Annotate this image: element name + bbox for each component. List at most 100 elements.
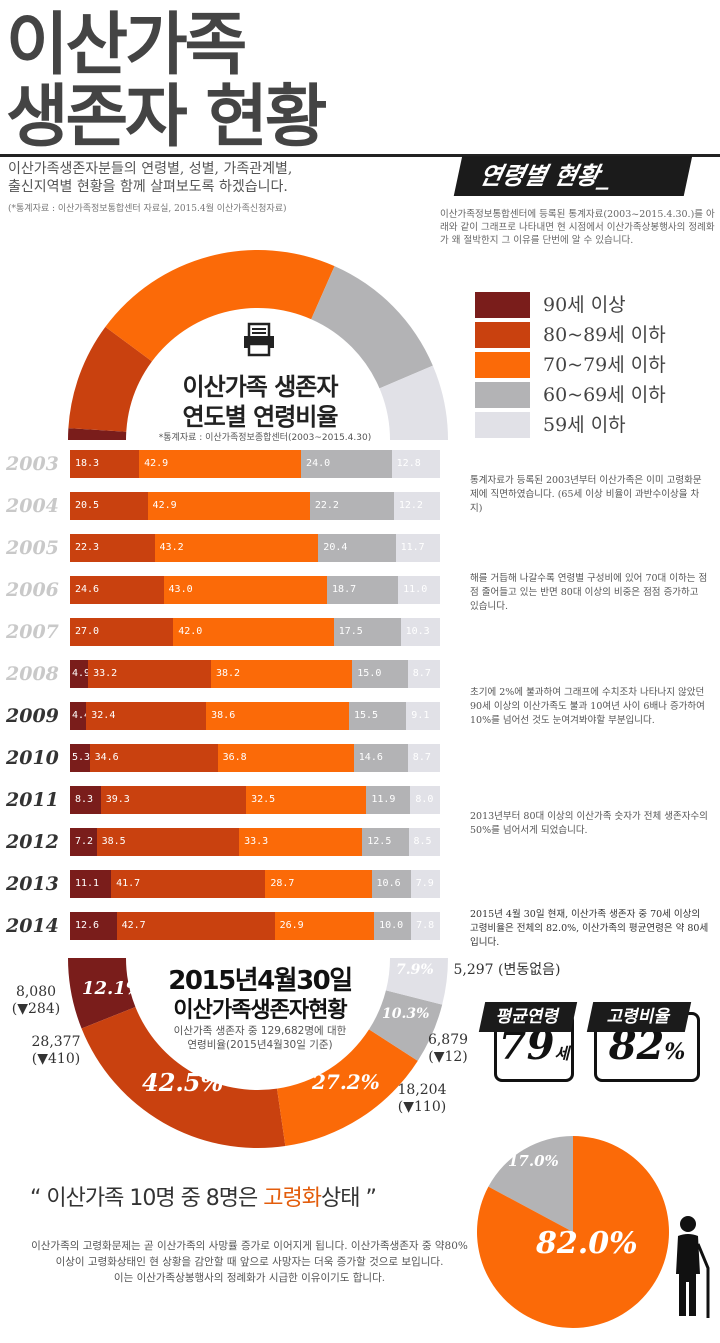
bar-segment: 12.6 bbox=[70, 912, 117, 940]
small-pie-slice bbox=[476, 1136, 669, 1328]
pie-subtitle: 이산가족 생존자 중 129,682명에 대한 연령비율(2015년4월30일 … bbox=[150, 1024, 370, 1052]
pie-segment bbox=[81, 1006, 286, 1148]
bar-value-label: 11.9 bbox=[371, 794, 396, 805]
note-4: 2013년부터 80대 이상의 이산가족 숫자가 전체 생존자수의 50%를 넘… bbox=[470, 811, 708, 836]
year-label-2014: 2014 bbox=[6, 915, 59, 937]
bar-segment: 11.9 bbox=[366, 786, 411, 814]
bar-segment: 32.4 bbox=[86, 702, 207, 730]
header-divider bbox=[0, 154, 720, 157]
bar-value-label: 39.3 bbox=[105, 794, 130, 805]
bar-value-label: 32.4 bbox=[91, 710, 116, 721]
bar-value-label: 24.6 bbox=[75, 584, 100, 595]
side-note: 이산가족정보통합센터에 등록된 통계자료(2003~2015.4.30.)를 아… bbox=[440, 209, 715, 246]
legend-swatch bbox=[475, 412, 530, 438]
bar-segment: 9.1 bbox=[406, 702, 440, 730]
bar-segment: 8.7 bbox=[407, 744, 440, 772]
bar-segment: 11.0 bbox=[398, 576, 440, 604]
bar-value-label: 12.5 bbox=[367, 836, 392, 847]
bar-segment: 17.5 bbox=[333, 618, 401, 646]
count-59-change: (변동없음) bbox=[498, 962, 561, 978]
bar-value-label: 17.5 bbox=[338, 626, 363, 637]
bar-value-label: 8.7 bbox=[412, 752, 431, 763]
quote-highlight: 고령화 bbox=[263, 1186, 322, 1211]
bar-value-label: 10.6 bbox=[376, 878, 401, 889]
bar-segment: 18.7 bbox=[327, 576, 399, 604]
bar-value-label: 18.3 bbox=[75, 458, 100, 469]
bar-segment: 42.7 bbox=[116, 912, 275, 940]
bar-segment: 32.5 bbox=[246, 786, 367, 814]
bar-value-label: 9.1 bbox=[411, 710, 430, 721]
bar-row-2013: 11.1 41.7 28.7 10.6 7.9 bbox=[70, 870, 440, 898]
pie-title-date: 2015년4월30일 bbox=[168, 966, 353, 996]
bar-value-label: 14.6 bbox=[358, 752, 383, 763]
avg-age-tag: 평균연령 bbox=[478, 1002, 578, 1032]
bar-segment: 14.6 bbox=[353, 744, 408, 772]
pie-pct-70: 27.2% bbox=[312, 1070, 380, 1094]
pie-title-main: 이산가족생존자현황 bbox=[173, 998, 347, 1023]
printer-icon bbox=[244, 322, 274, 357]
arch-title-line2: 연도별 연령비율 bbox=[182, 403, 339, 431]
year-label-2006: 2006 bbox=[6, 579, 59, 601]
note-2: 해를 거듭해 나갈수록 연령별 구성비에 있어 70대 이하는 점점 줄어들고 … bbox=[470, 573, 708, 612]
bar-segment: 15.0 bbox=[352, 660, 408, 688]
pie-segment bbox=[369, 990, 443, 1061]
bar-segment: 15.5 bbox=[348, 702, 407, 730]
arch-source: *통계자료 : 이산가족정보종합센터(2003~2015.4.30) bbox=[158, 433, 372, 443]
intro-text: 이산가족생존자분들의 연령별, 성별, 가족관계별, 출신지역별 현황을 함께 … bbox=[8, 160, 328, 218]
count-80-value: 28,377 bbox=[31, 1034, 81, 1050]
bar-segment: 43.2 bbox=[154, 534, 319, 562]
bar-segment: 7.2 bbox=[70, 828, 97, 856]
count-60: 6,879 (▼12) bbox=[426, 1032, 470, 1066]
bar-value-label: 41.7 bbox=[116, 878, 141, 889]
bar-value-label: 38.6 bbox=[211, 710, 236, 721]
bar-segment: 22.3 bbox=[70, 534, 155, 562]
bar-value-label: 22.3 bbox=[75, 542, 100, 553]
pie-subtitle-line2: 연령비율(2015년4월30일 기준) bbox=[187, 1039, 333, 1051]
bar-segment: 12.5 bbox=[362, 828, 409, 856]
year-label-2003: 2003 bbox=[6, 453, 59, 475]
legend-swatch bbox=[475, 352, 530, 378]
bar-row-2010: 5.3 34.6 36.8 14.6 8.7 bbox=[70, 744, 440, 772]
bar-segment: 42.9 bbox=[139, 450, 302, 478]
bar-value-label: 7.9 bbox=[415, 878, 434, 889]
year-label-2004: 2004 bbox=[6, 495, 59, 517]
bar-value-label: 10.3 bbox=[405, 626, 430, 637]
year-label-2011: 2011 bbox=[6, 789, 59, 811]
bar-segment: 24.6 bbox=[70, 576, 164, 604]
count-70-change: (▼110) bbox=[397, 1099, 447, 1115]
bar-segment: 33.3 bbox=[239, 828, 363, 856]
intro-source: (*통계자료 : 이산가족정보통합센터 자료실, 2015.4월 이산가족신청자… bbox=[8, 204, 287, 214]
bar-segment: 8.7 bbox=[407, 660, 440, 688]
aging-unit: % bbox=[664, 1039, 686, 1065]
legend-label: 70~79세 이하 bbox=[543, 354, 666, 376]
bar-segment: 12.8 bbox=[391, 450, 440, 478]
bar-value-label: 8.5 bbox=[413, 836, 432, 847]
count-90-value: 8,080 bbox=[15, 984, 57, 1000]
quote-part2: 상태 bbox=[321, 1186, 360, 1211]
legend-swatch bbox=[475, 292, 530, 318]
bar-segment: 8.3 bbox=[70, 786, 101, 814]
closing-text: 이산가족의 고령화문제는 곧 이산가족의 사망률 증가로 이어지게 됩니다. 이… bbox=[22, 1238, 477, 1286]
pie-pct-59: 7.9% bbox=[396, 962, 434, 978]
bar-segment: 10.3 bbox=[400, 618, 440, 646]
bar-value-label: 42.9 bbox=[144, 458, 169, 469]
count-60-value: 6,879 bbox=[427, 1032, 469, 1048]
bar-value-label: 24.0 bbox=[306, 458, 331, 469]
bar-value-label: 28.7 bbox=[270, 878, 295, 889]
arch-segment bbox=[105, 250, 335, 362]
bar-value-label: 27.0 bbox=[75, 626, 100, 637]
bar-value-label: 42.9 bbox=[152, 500, 177, 511]
bar-segment: 11.7 bbox=[395, 534, 440, 562]
bar-segment: 24.0 bbox=[301, 450, 392, 478]
bar-segment: 28.7 bbox=[265, 870, 372, 898]
bar-value-label: 8.3 bbox=[75, 794, 94, 805]
bar-segment: 8.5 bbox=[408, 828, 440, 856]
pie-pct-90: 12.1% bbox=[82, 978, 143, 999]
quote-open: “ bbox=[30, 1186, 47, 1211]
bar-segment: 39.3 bbox=[100, 786, 247, 814]
year-label-2008: 2008 bbox=[6, 663, 59, 685]
arch-segment bbox=[68, 326, 152, 432]
bar-row-2008: 4.9 33.2 38.2 15.0 8.7 bbox=[70, 660, 440, 688]
bar-value-label: 38.2 bbox=[215, 668, 241, 679]
bar-value-label: 20.4 bbox=[323, 542, 348, 553]
